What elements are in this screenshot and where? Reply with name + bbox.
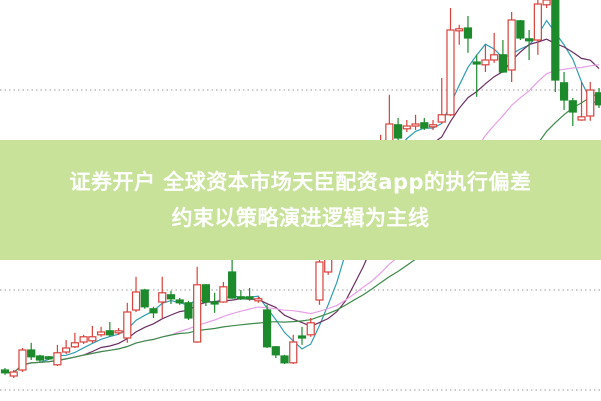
candle-down (393, 124, 403, 139)
candle-down (594, 92, 601, 106)
candle-up (88, 336, 97, 342)
candle-down (236, 296, 245, 300)
candle-down (525, 38, 534, 42)
candle-down (184, 302, 193, 319)
candle-up (402, 125, 411, 130)
candle-down (271, 346, 280, 356)
candle-down (463, 27, 473, 39)
candle-up (158, 292, 167, 303)
candle-up (53, 352, 62, 366)
candle-up (79, 336, 88, 343)
candle-up (9, 371, 18, 377)
candle-up (254, 298, 263, 302)
candle-up (96, 331, 106, 336)
candle-up (455, 28, 464, 32)
candle-up (411, 123, 420, 127)
candle-up (131, 291, 141, 311)
banner-title-line2: 约束以策略演进逻辑为主线 (171, 206, 430, 230)
candle-up (533, 3, 542, 41)
candle-up (193, 284, 202, 343)
candle-down (297, 335, 307, 339)
candle-up (437, 114, 446, 123)
candle-up (123, 311, 132, 339)
candle-down (498, 54, 508, 73)
candle-down (27, 349, 36, 358)
candle-up (219, 286, 228, 303)
candle-up (18, 349, 27, 371)
candle-up (586, 89, 595, 117)
candle-down (175, 299, 184, 304)
candle-up (315, 261, 324, 301)
candle-down (568, 100, 577, 113)
candle-up (306, 322, 315, 336)
ma10-line (4, 38, 600, 374)
candle-down (559, 82, 569, 101)
candle-down (44, 356, 53, 360)
candle-up (481, 59, 490, 66)
candle-down (472, 61, 481, 65)
candle-up (70, 342, 79, 348)
candle-down (245, 296, 254, 300)
candle-down (149, 308, 158, 314)
banner-title-line1: 证券开户 全球资本市场天臣配资app的执行偏差 (69, 170, 532, 194)
candle-down (201, 284, 211, 303)
candle-down (228, 271, 237, 299)
candle-up (114, 330, 123, 334)
candle-down (210, 301, 219, 305)
candle-down (105, 330, 114, 336)
candle-up (577, 116, 586, 121)
candle-up (289, 341, 298, 364)
candle-up (490, 54, 499, 61)
candle-down (551, 0, 560, 81)
title-banner: 证券开户 全球资本市场天臣配资app的执行偏差 约束以策略演进逻辑为主线 (0, 140, 601, 260)
candle-down (166, 294, 176, 300)
candle-down (280, 355, 289, 364)
candle-up (542, 0, 551, 6)
candle-down (35, 355, 45, 361)
candle-up (62, 347, 71, 353)
candle-up (428, 124, 438, 128)
candle-down (516, 20, 525, 39)
candle-up (446, 29, 455, 116)
candle-down (420, 122, 429, 129)
candle-down (0, 369, 10, 374)
candle-up (324, 257, 333, 273)
candle-down (140, 289, 149, 308)
candle-down (262, 309, 272, 348)
candle-up (507, 19, 516, 71)
